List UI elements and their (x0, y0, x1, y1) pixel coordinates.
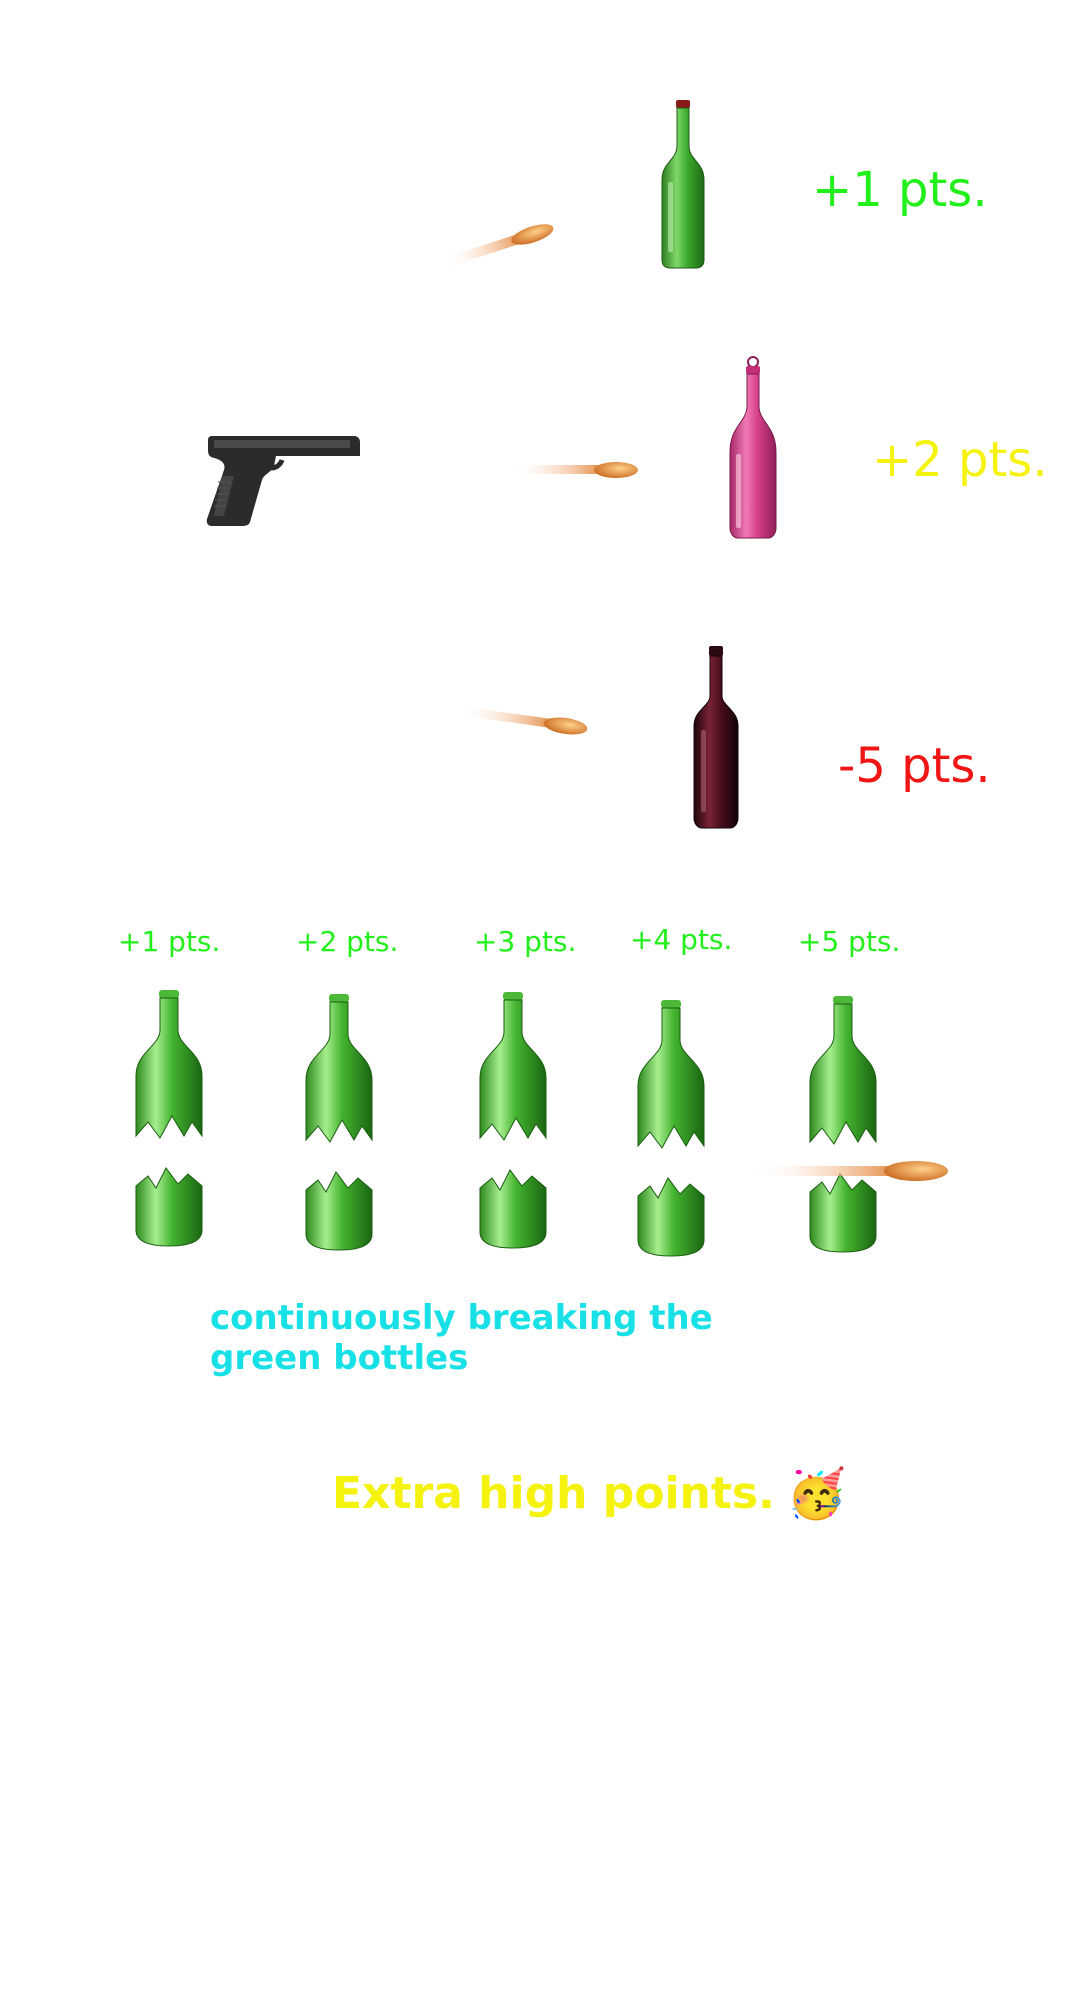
broken-bottle-icon (302, 994, 376, 1251)
bonus-banner: Extra high points. 🥳 (332, 1470, 847, 1518)
green-bottle-points: +1 pts. (812, 162, 988, 218)
broken-bottle-icon (476, 992, 550, 1249)
streak-label-2: +2 pts. (296, 925, 399, 958)
pink-bottle-points: +2 pts. (872, 432, 1048, 488)
bullet-icon (458, 700, 588, 740)
bullet-icon (750, 1152, 950, 1188)
broken-bottle-icon (634, 1000, 708, 1257)
bullet-icon (440, 220, 560, 270)
streak-label-1: +1 pts. (118, 925, 221, 958)
pistol-icon[interactable] (204, 430, 362, 526)
streak-description: continuously breaking the green bottles (210, 1298, 713, 1378)
streak-label-4: +4 pts. (630, 923, 733, 956)
green-bottle-icon[interactable] (660, 100, 706, 269)
broken-bottle-icon (132, 990, 206, 1247)
broken-bottle-icon (806, 996, 880, 1253)
bonus-text: Extra high points. (332, 1468, 775, 1519)
streak-label-5: +5 pts. (798, 925, 901, 958)
wine-bottle-icon[interactable] (692, 646, 740, 829)
bullet-icon (510, 455, 640, 485)
streak-label-3: +3 pts. (474, 925, 577, 958)
wine-bottle-points: -5 pts. (838, 738, 991, 794)
party-face-icon: 🥳 (786, 1466, 847, 1522)
pink-bottle-icon[interactable] (728, 356, 778, 539)
